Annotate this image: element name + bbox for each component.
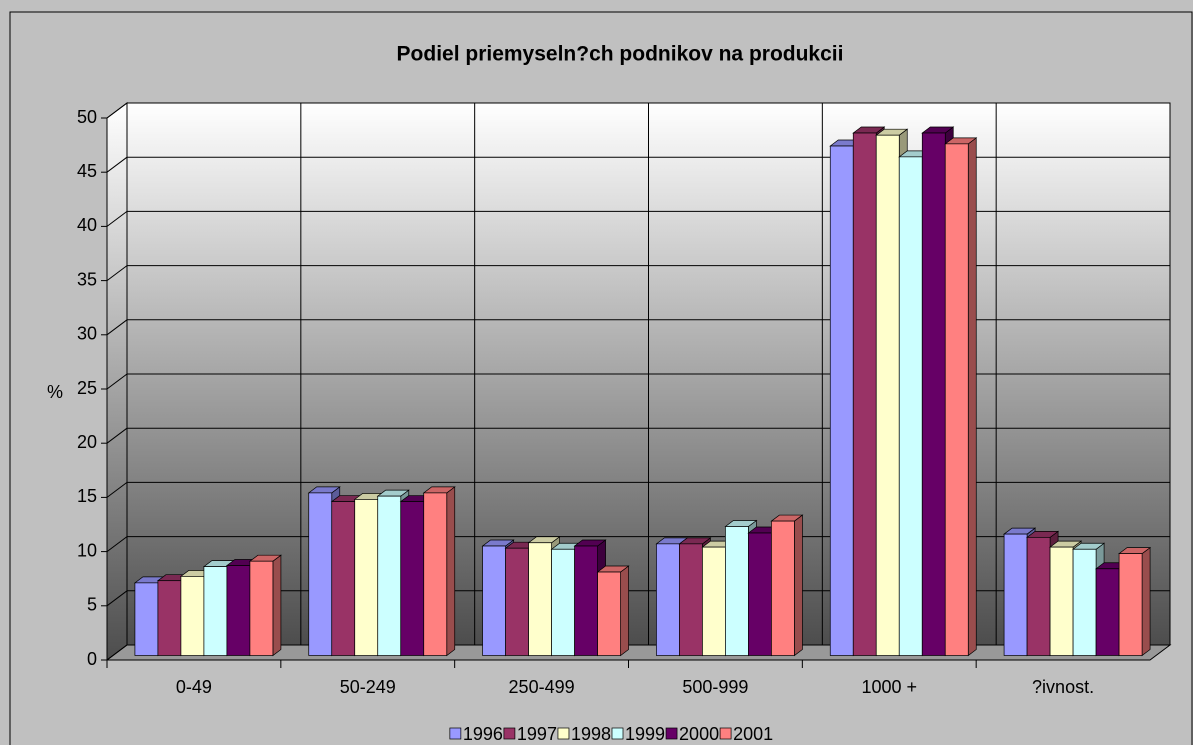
grid-line [106,536,128,552]
legend-label: 1998 [571,724,611,744]
grid-line [106,590,128,607]
grid-line [106,319,128,336]
bar [852,132,877,656]
y-axis-label: % [47,382,63,402]
bar [656,543,680,656]
legend-label: 1997 [517,724,557,744]
bar [157,580,182,656]
x-tick-label: 250-499 [509,677,575,697]
legend-label: 1999 [625,724,665,744]
bar-side [794,514,803,657]
y-tick-label: 25 [77,378,97,398]
legend-label: 2001 [733,724,773,744]
legend-swatch [665,727,678,740]
bar [748,532,772,656]
legend-label: 1996 [463,724,503,744]
bar-side [620,565,629,657]
y-tick-label: 15 [77,486,97,506]
x-tick-label: 500-999 [682,677,748,697]
bar [528,542,552,656]
bar [1095,568,1120,656]
bar [308,492,333,656]
bar [423,492,448,656]
bar [180,576,205,656]
x-tick-label: ?ivnost. [1032,677,1094,697]
x-tick-label: 50-249 [340,677,396,697]
legend-swatch [611,727,624,740]
grid-line [106,481,128,498]
bar [771,520,795,656]
bar [551,548,575,656]
y-tick-label: 35 [77,269,97,289]
bar [505,547,529,656]
legend-swatch [449,727,462,740]
legend-swatch [503,727,516,740]
bar-side [272,554,282,657]
bar [226,565,251,656]
legend-swatch [557,727,570,740]
x-tick-label: 1000 + [861,677,917,697]
y-tick-label: 5 [87,595,97,615]
bar [1049,546,1074,656]
grid-line [106,373,128,390]
chart-title: Podiel priemyseln?ch podnikov na produkc… [397,43,844,66]
bar [1072,548,1097,656]
grid-line [106,156,128,173]
grid-line [106,210,128,227]
bar-side [446,486,456,657]
bar-side [967,137,977,657]
bar [1003,533,1028,656]
y-tick-label: 10 [77,540,97,560]
bar [249,560,274,656]
bar-side [1141,546,1151,657]
bar [203,566,228,656]
bar [134,582,159,656]
bar [377,495,402,656]
bar [482,545,506,656]
legend-swatch [719,727,732,740]
y-tick-label: 45 [77,161,97,181]
bar [574,545,598,656]
y-tick-label: 50 [77,107,97,127]
y-tick-label: 30 [77,324,97,344]
bar [875,134,900,656]
bar [898,156,923,656]
bar [725,526,749,656]
bar [921,132,946,656]
bar [331,501,356,656]
bar [679,543,703,656]
grid-line [106,427,128,444]
y-tick-label: 20 [77,432,97,452]
grid-line [106,644,128,661]
bar [597,571,621,656]
bar [1026,536,1051,656]
bar [354,499,379,656]
grid-line [106,265,128,282]
bar [400,501,425,656]
grid-line [106,102,128,119]
bar [944,143,969,656]
bar [702,546,726,656]
y-tick-label: 40 [77,215,97,235]
bar [1118,553,1143,656]
bar [829,145,854,656]
x-tick-label: 0-49 [176,677,212,697]
legend-label: 2000 [679,724,719,744]
y-tick-label: 0 [87,649,97,669]
